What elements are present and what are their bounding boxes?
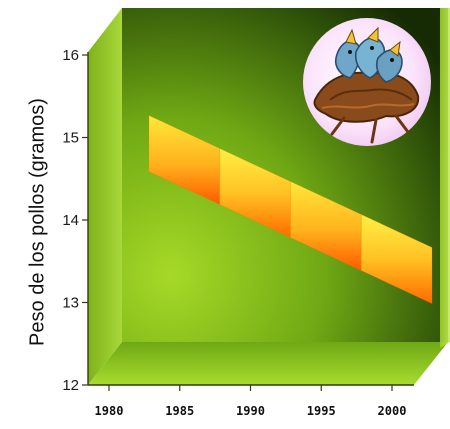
- y-tick-label: 13: [62, 295, 79, 312]
- left-side-wall: [88, 8, 122, 385]
- y-tick-label: 15: [62, 130, 79, 147]
- bird-nest-icon: [303, 18, 431, 146]
- floor: [88, 342, 448, 385]
- x-tick-label: 1990: [236, 404, 265, 418]
- x-tick-label: 1985: [165, 404, 194, 418]
- ribbon-segment: [360, 213, 433, 305]
- x-tick-label: 2000: [378, 404, 407, 418]
- y-tick-label: 12: [62, 377, 79, 394]
- x-axis-ticks: 1980 1985 1990 1995 2000: [95, 385, 407, 418]
- y-axis-label: Peso de los pollos (gramos): [26, 98, 48, 346]
- y-axis-ticks: 12 13 14 15 16: [62, 47, 88, 394]
- right-edge: [440, 8, 450, 348]
- y-tick-label: 14: [62, 212, 79, 229]
- data-ribbon: [148, 114, 433, 305]
- x-tick-label: 1980: [95, 404, 124, 418]
- y-tick-label: 16: [62, 47, 79, 64]
- x-tick-label: 1995: [307, 404, 336, 418]
